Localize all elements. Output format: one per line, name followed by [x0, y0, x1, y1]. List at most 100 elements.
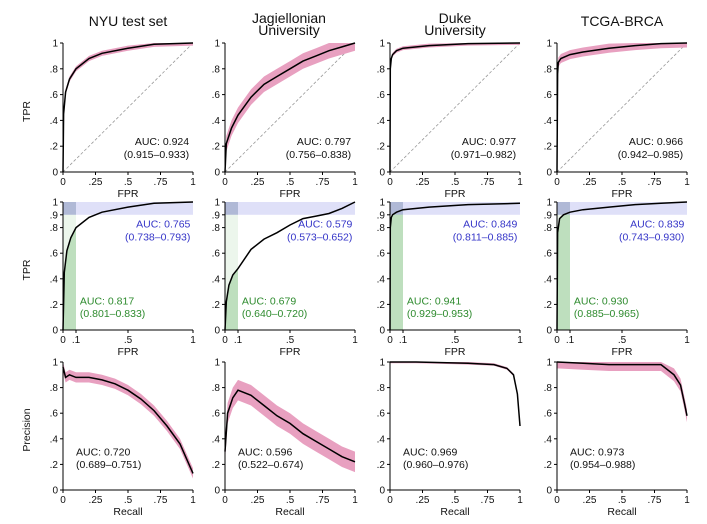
x-tick-label: 1 [684, 335, 690, 346]
auc-label: AUC: 0.969 [403, 446, 457, 458]
y-tick-label: .8 [377, 383, 386, 394]
pr-curve [62, 366, 194, 474]
x-axis-label: FPR [612, 346, 633, 358]
x-tick-label: 0 [222, 177, 228, 188]
pr-panel: 0 .25 .5 .75 1 0 .2 .4 .6 .8 1 Recall AUC: 0.973(0.9… [544, 358, 691, 519]
y-tick-label: .6 [544, 90, 553, 101]
auc-label: AUC: 0.973 [570, 446, 624, 458]
x-axis-label: Recall [440, 506, 469, 518]
x-tick-label: .25 [251, 495, 265, 506]
x-axis-label: FPR [280, 346, 301, 358]
x-tick-label: 0 [222, 495, 228, 506]
y-tick-label: .6 [544, 409, 553, 420]
x-tick-label: 1 [517, 335, 523, 346]
specificity-band [557, 214, 570, 330]
sensitivity-auc-label: AUC: 0.849 [463, 219, 517, 231]
y-tick-label: 1 [52, 358, 58, 369]
y-tick-label: .2 [544, 300, 553, 311]
x-tick-label: 0 [60, 177, 66, 188]
y-tick-label: .8 [50, 223, 59, 234]
y-tick-label: 0 [379, 168, 385, 179]
auc-label: AUC: 0.720 [76, 446, 130, 458]
partial-roc-curve [556, 201, 688, 331]
x-tick-label: 1 [190, 335, 196, 346]
y-tick-label: .4 [212, 116, 221, 127]
y-tick-label: .2 [50, 300, 59, 311]
x-tick-label: .1 [72, 335, 81, 346]
auc-label: AUC: 0.596 [238, 446, 292, 458]
x-tick-label: .25 [89, 495, 103, 506]
high-sensitivity-region [63, 202, 193, 215]
x-tick-label: 0 [554, 335, 560, 346]
x-axis-label: Recall [607, 506, 636, 518]
specificity-auc-label: AUC: 0.930 [574, 295, 628, 307]
column-title-line: Duke [439, 10, 472, 26]
pr-panel: 0 .25 .5 .75 1 0 .2 .4 .6 .8 1 Recall AUC: 0.596(0.5… [212, 358, 359, 519]
y-tick-label: .8 [212, 64, 221, 75]
y-tick-label: .4 [377, 116, 386, 127]
x-tick-label: .5 [124, 335, 133, 346]
column-title: NYU test set [89, 13, 168, 29]
specificity-auc-ci: (0.885–0.965) [574, 308, 639, 320]
roc-panel: 0 .25 .5 .75 1 0 .2 .4 .6 .8 1 FPR AUC: 0.977(0.971–… [377, 39, 524, 201]
y-tick-label: .2 [212, 300, 221, 311]
specificity-auc-ci: (0.801–0.833) [80, 308, 145, 320]
pr-confidence-band [225, 379, 355, 473]
specificity-auc-ci: (0.640–0.720) [242, 308, 307, 320]
sensitivity-auc-ci: (0.811–0.885) [453, 231, 518, 243]
x-tick-label: .25 [251, 177, 265, 188]
specificity-auc-ci: (0.929–0.953) [407, 308, 472, 320]
y-tick-label: 0 [546, 486, 552, 497]
y-tick-label: 1 [546, 39, 552, 50]
y-tick-label: .6 [212, 409, 221, 420]
y-tick-label: 0 [52, 486, 58, 497]
y-tick-label: 1 [546, 198, 552, 209]
x-tick-label: .5 [286, 495, 295, 506]
y-tick-label: .2 [544, 142, 553, 153]
y-tick-label: .4 [544, 274, 553, 285]
pr-confidence-band [63, 362, 193, 479]
x-axis-label: FPR [118, 188, 139, 200]
y-tick-label: 0 [52, 326, 58, 337]
x-tick-label: 0 [554, 177, 560, 188]
x-axis-label: FPR [612, 188, 633, 200]
y-tick-label: .6 [377, 409, 386, 420]
y-tick-label: 0 [546, 326, 552, 337]
roc-panel: 0 .25 .5 .75 1 0 .2 .4 .6 .8 1 FPR AUC: 0.966(0.942–… [544, 39, 691, 201]
x-tick-label: .5 [618, 495, 627, 506]
y-tick-label: 1 [214, 39, 220, 50]
x-tick-label: .75 [648, 177, 662, 188]
roc-panel: 0 .25 .5 .75 1 0 .2 .4 .6 .8 1 FPR AUC: 0.797(0.756–… [212, 39, 359, 201]
pr-curve [390, 361, 521, 427]
y-tick-label: .6 [377, 249, 386, 260]
x-tick-label: .1 [399, 335, 408, 346]
roc-panel: 0 .25 .5 .75 1 0 .2 .4 .6 .8 1 FPR AUC: 0.924(0.915–… [50, 39, 197, 201]
y-tick-label: .2 [212, 142, 221, 153]
y-tick-label: .2 [50, 460, 59, 471]
y-tick-label: .8 [50, 383, 59, 394]
y-tick-label: .8 [544, 383, 553, 394]
sensitivity-auc-ci: (0.738–0.793) [125, 231, 190, 243]
roc-curve [389, 42, 521, 173]
y-tick-label: .4 [212, 274, 221, 285]
column-title-line: NYU test set [89, 13, 168, 29]
x-tick-label: .75 [648, 495, 662, 506]
y-tick-label: 0 [52, 168, 58, 179]
x-tick-label: .5 [451, 495, 460, 506]
y-tick-label: 1 [546, 358, 552, 369]
x-tick-label: 1 [352, 495, 358, 506]
specificity-band [390, 214, 403, 330]
x-tick-label: 1 [352, 177, 358, 188]
pr-curve [556, 361, 688, 416]
y-tick-label: .6 [212, 90, 221, 101]
y-tick-label: .4 [544, 434, 553, 445]
auc-ci-label: (0.954–0.988) [570, 459, 635, 471]
x-tick-label: 0 [554, 495, 560, 506]
auc-ci-label: (0.971–0.982) [451, 149, 516, 161]
row-ylabel: TPR [21, 101, 33, 122]
y-tick-label: 0 [379, 326, 385, 337]
y-tick-label: .4 [377, 434, 386, 445]
x-tick-label: .5 [124, 495, 133, 506]
x-tick-label: .5 [451, 335, 460, 346]
chance-diagonal [224, 42, 356, 173]
